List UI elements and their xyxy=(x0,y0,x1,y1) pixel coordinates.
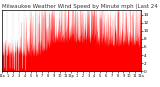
Text: Milwaukee Weather Wind Speed by Minute mph (Last 24 Hours): Milwaukee Weather Wind Speed by Minute m… xyxy=(2,4,160,9)
